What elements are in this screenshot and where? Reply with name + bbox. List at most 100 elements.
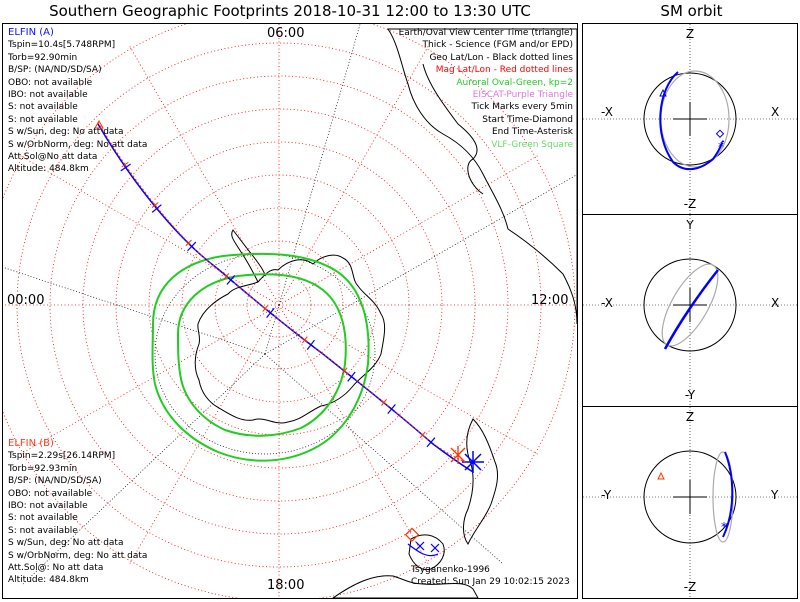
elfin-b-info-line: S: not available [8,525,78,536]
elfin-b-tick [420,432,425,437]
sm-plot-xz: * Z -Z -X X [583,24,797,214]
sm-xy-elfin-a-orbit [663,269,719,350]
sm-xz-star: * [718,140,724,154]
mlt-label-bottom: 18:00 [267,578,305,593]
elfin-b-info: ELFIN (B) Tspin=2.29s[26.14RPM] Torb=92.9… [8,438,147,587]
elfin-b-lines: Tspin=2.29s[26.14RPM] Torb=92.93min B/SP: … [8,450,147,586]
footer-author: Tsyganenko-1996 [411,565,490,575]
elfin-a-tick [227,277,234,283]
legend-entry: Earth/Oval View Center Time (triangle) [398,28,573,38]
sm-plot-xy: Y -Y -X X [583,215,797,406]
legend-entry: Thick - Science (FGM and/or EPD) [422,40,573,51]
elfin-a-tick [348,373,355,380]
elfin-a-info-line: S: not available [8,102,78,113]
sm-xy-bottom-label: -Y [685,388,696,402]
elfin-b-info-line: IBO: not available [8,501,88,512]
elfin-b-start-diamond [404,527,420,542]
elfin-b-tick [342,368,347,373]
legend-entry: EISCAT-Purple Triangle [472,90,573,101]
elfin-a-tick [388,406,395,412]
elfin-a-end-ticks [415,541,440,553]
elfin-b-info-line: S w/OrbNorm, deg: No att data [8,550,148,561]
elfin-a-tick [267,310,274,316]
mag-lon-lines [3,24,577,598]
sm-panel-yz: * Z -Z -Y Y [582,406,798,599]
sm-xz-left-label: -X [601,105,613,119]
elfin-a-lines: Tspin=10.4s[5.748RPM] Torb=92.90min B/SP: … [8,39,147,175]
elfin-a-info-line: B/SP: (NA/ND/SD/SA) [8,65,102,76]
antarctic-peninsula [231,229,266,283]
elfin-b-info-line: Altitude: 484.8km [8,575,89,586]
legend-entry: Auroral Oval-Green, kp=2 [456,77,573,88]
elfin-a-track [97,123,474,473]
elfin-b-view-triangle [94,119,104,129]
mlt-label-left: 00:00 [7,293,45,308]
elfin-a-header: ELFIN (A) [8,27,54,38]
elfin-a-end-asterisk [462,451,484,473]
sm-xz-bottom-label: -Z [684,197,697,211]
auroral-oval-outer [151,252,370,462]
south-america-coastline [387,28,577,325]
plot-title: Southern Geographic Footprints 2018-10-3… [49,2,531,20]
sm-yz-elfin-a-orbit [722,451,734,538]
elfin-b-info-line: Att.Sol@: No att data [8,563,104,574]
sm-yz-left-label: -Y [601,488,612,502]
sm-xy-right-label: X [771,296,779,310]
elfin-b-header: ELFIN (B) [8,438,54,449]
elfin-b-tick [186,240,191,245]
elfin-a-tick [427,439,435,446]
elfin-a-info-line: S: not available [8,114,78,125]
elfin-a-info-line: S w/OrbNorm, deg: No att data [8,139,148,150]
elfin-a-info-line: Tspin=10.4s[5.748RPM] [8,40,116,51]
mlt-label-top: 06:00 [267,26,305,41]
legend-entry: Mag Lat/Lon - Red dotted lines [435,65,573,76]
elfin-b-info-line: OBO: not available [8,488,93,499]
elfin-a-info-line: Altitude: 484.8km [8,164,89,175]
sm-yz-right-label: Y [770,488,779,502]
elfin-a-info-line: Att.Sol@No att data [8,152,98,163]
footer-created: Created: Sun Jan 29 10:02:15 2023 [411,577,570,587]
sm-orbit-title: SM orbit [660,2,723,20]
elfin-b-tick [224,274,229,279]
elfin-b-info-line: B/SP: (NA/ND/SD/SA) [8,476,102,487]
footer: Tsyganenko-1996 Created: Sun Jan 29 10:0… [411,564,570,588]
new-zealand-coastline [463,418,498,545]
sm-panel-xy: Y -Y -X X [582,214,798,407]
elfin-a-info-line: S w/Sun, deg: No att data [8,127,124,138]
mlt-label-right: 12:00 [531,293,569,308]
elfin-a-end-track [407,543,439,557]
sm-plot-yz: * Z -Z -Y Y [583,407,797,598]
sm-xy-top-label: Y [685,218,694,232]
australia-coastline [332,575,479,598]
elfin-b-info-line: S: not available [8,513,78,524]
sm-xz-elfin-a-orbit [659,71,724,171]
sm-yz-star: * [721,520,727,534]
elfin-a-info: ELFIN (A) Tspin=10.4s[5.748RPM] Torb=92.9… [8,27,147,176]
elfin-a-tick-marks [120,163,436,448]
elfin-b-info-line: Torb=92.93min [8,463,78,474]
elfin-b-tick-marks [121,161,426,439]
elfin-a-info-line: Torb=92.90min [8,52,78,63]
tasmania-coastline [408,534,445,571]
legend-entry: Tick Marks every 5min [471,102,573,113]
legend-entry: VLF-Green Square [491,139,573,150]
south-america-east [422,63,484,195]
footprint-map-panel: 06:00 00:00 12:00 18:00 ELFIN (A) Tspin=… [2,23,578,599]
elfin-b-info-line: Tspin=2.29s[26.14RPM] [8,451,116,462]
elfin-b-track [97,121,466,463]
antarctica-coastline [194,254,386,424]
elfin-b-info-line: S w/Sun, deg: No att data [8,538,124,549]
auroral-oval-inner [176,273,347,437]
sm-yz-top-label: Z [686,410,694,424]
elfin-a-info-line: OBO: not available [8,77,93,88]
legend-entry: Geo Lat/Lon - Black dotted lines [429,52,573,63]
elfin-a-info-line: IBO: not available [8,90,88,101]
sm-yz-bottom-label: -Z [684,580,697,594]
elfin-a-tick [154,205,160,212]
elfin-b-tick [153,202,158,208]
legend-entry: Start Time-Diamond [482,114,573,125]
legend-entry: End Time-Asterisk [491,127,573,138]
elfin-b-tick [123,162,127,167]
elfin-a-tick [307,342,315,348]
sm-panel-xz: * Z -Z -X X [582,23,798,215]
